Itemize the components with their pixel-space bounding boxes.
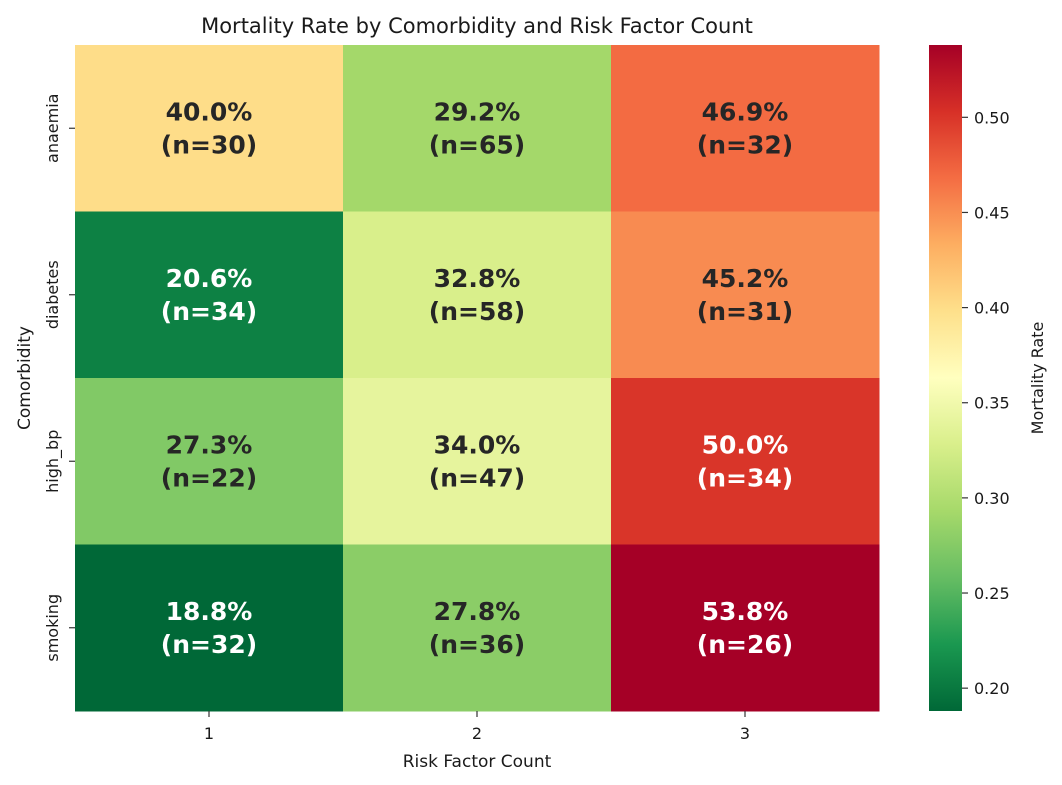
cell-count-label: (n=47) [429,463,525,492]
cell-count-label: (n=26) [697,630,793,659]
heatmap-cell-labels: 40.0% (n=30) 29.2% (n=65) 46.9% (n=32) 20.6% (n… [161,97,793,659]
y-tick-label: smoking [43,594,62,662]
colorbar-tick-label: 0.25 [974,584,1010,603]
y-axis-label: Comorbidity [15,326,35,430]
cell-count-label: (n=36) [429,630,525,659]
heatmap-cell [611,211,880,379]
heatmap-cell [343,45,612,212]
y-tick-label: diabetes [43,260,62,329]
x-tick-label: 1 [204,724,214,743]
heatmap-cell [611,378,880,545]
heatmap-cell [343,211,612,379]
heatmap-cell [75,544,344,712]
cell-percent-label: 40.0% [166,97,253,126]
cell-count-label: (n=34) [161,297,257,326]
cell-percent-label: 29.2% [434,97,521,126]
y-tick-label: anaemia [43,94,62,163]
colorbar [929,45,962,711]
cell-count-label: (n=58) [429,297,525,326]
cell-percent-label: 53.8% [702,597,789,626]
x-tick-label: 3 [740,724,750,743]
colorbar-tick-label: 0.45 [974,203,1010,222]
cell-percent-label: 20.6% [166,264,253,293]
heatmap-cell [75,211,344,379]
heatmap-cell [75,378,344,545]
cell-percent-label: 46.9% [702,97,789,126]
heatmap-cell [611,45,880,212]
colorbar-label: Mortality Rate [1028,322,1047,435]
cell-count-label: (n=32) [697,130,793,159]
heatmap-cell [343,378,612,545]
cell-percent-label: 45.2% [702,264,789,293]
cell-percent-label: 50.0% [702,430,789,459]
cell-percent-label: 27.3% [166,430,253,459]
y-tick-label: high_bp [43,430,63,493]
cell-count-label: (n=31) [697,297,793,326]
heatmap-cell [343,544,612,712]
colorbar-ticks: 0.20 0.25 0.30 0.35 0.40 0.45 0.50 [962,108,1010,698]
heatmap-cell [75,45,344,212]
colorbar-tick-label: 0.30 [974,489,1010,508]
colorbar-tick-label: 0.35 [974,394,1010,413]
x-tick-label: 2 [472,724,482,743]
cell-count-label: (n=34) [697,463,793,492]
cell-percent-label: 32.8% [434,264,521,293]
colorbar-tick-label: 0.20 [974,679,1010,698]
x-axis-label: Risk Factor Count [403,752,552,772]
cell-count-label: (n=32) [161,630,257,659]
cell-percent-label: 34.0% [434,430,521,459]
heatmap-cell [611,544,880,712]
cell-percent-label: 18.8% [166,597,253,626]
colorbar-tick-label: 0.50 [974,108,1010,127]
chart-title: Mortality Rate by Comorbidity and Risk F… [201,14,753,38]
cell-count-label: (n=22) [161,463,257,492]
cell-percent-label: 27.8% [434,597,521,626]
cell-count-label: (n=30) [161,130,257,159]
cell-count-label: (n=65) [429,130,525,159]
colorbar-tick-label: 0.40 [974,299,1010,318]
heatmap-cells [75,45,880,712]
x-axis-ticks: 1 2 3 [204,711,750,743]
